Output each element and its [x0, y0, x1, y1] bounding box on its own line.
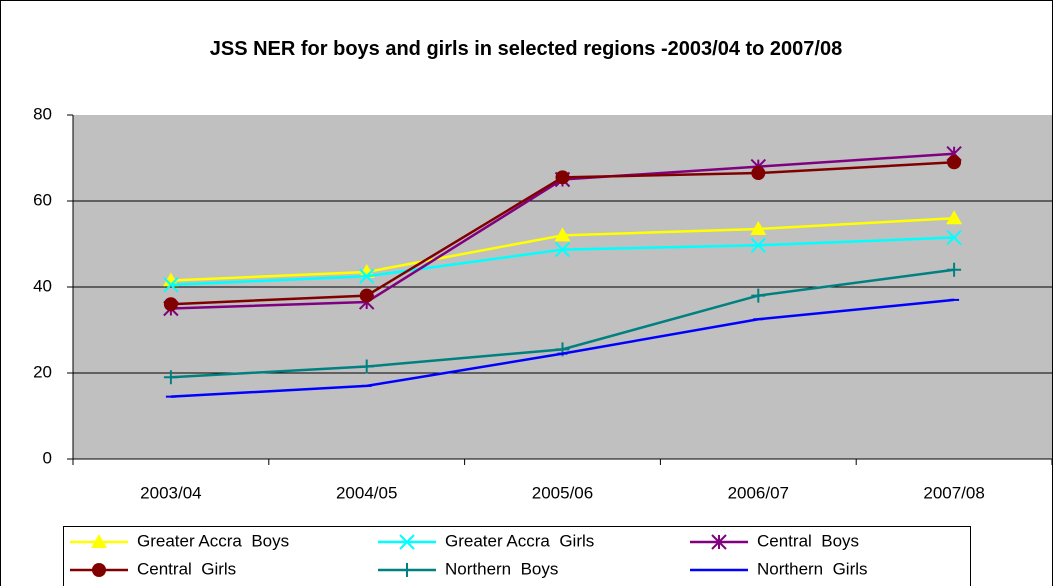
marker	[750, 220, 767, 235]
y-tick-label: 20	[33, 362, 52, 381]
marker	[555, 170, 570, 185]
marker	[946, 210, 963, 225]
marker	[947, 155, 962, 170]
marker	[359, 359, 374, 374]
marker	[358, 268, 375, 284]
legend-label: Central Girls	[137, 559, 236, 578]
legend-label: Central Boys	[757, 531, 859, 550]
marker	[163, 277, 179, 293]
marker	[947, 262, 962, 277]
marker	[163, 297, 178, 312]
x-tick-label: 2004/05	[336, 483, 397, 502]
marker	[92, 563, 106, 577]
legend-label: Greater Accra Boys	[137, 531, 289, 550]
legend-box	[63, 526, 971, 586]
legend-label: Northern Girls	[757, 559, 868, 578]
marker	[163, 370, 178, 385]
y-tick-label: 0	[43, 448, 52, 467]
marker	[554, 227, 571, 242]
chart-title: JSS NER for boys and girls in selected r…	[209, 38, 843, 60]
marker	[400, 563, 414, 577]
y-tick-label: 60	[33, 190, 52, 209]
x-tick-label: 2006/07	[728, 483, 789, 502]
x-tick-label: 2007/08	[923, 483, 984, 502]
x-tick-label: 2005/06	[532, 483, 593, 502]
y-tick-label: 80	[33, 104, 52, 123]
marker	[750, 237, 767, 253]
x-tick-label: 2003/04	[140, 483, 201, 502]
marker	[91, 534, 107, 548]
marker	[359, 288, 374, 303]
marker	[554, 241, 571, 258]
legend-label: Northern Boys	[445, 559, 558, 578]
marker	[162, 272, 179, 287]
marker	[711, 534, 727, 550]
marker	[399, 534, 415, 550]
marker	[751, 288, 766, 303]
legend-label: Greater Accra Girls	[445, 531, 594, 550]
marker	[946, 229, 962, 246]
marker	[751, 166, 766, 181]
y-tick-label: 40	[33, 276, 52, 295]
